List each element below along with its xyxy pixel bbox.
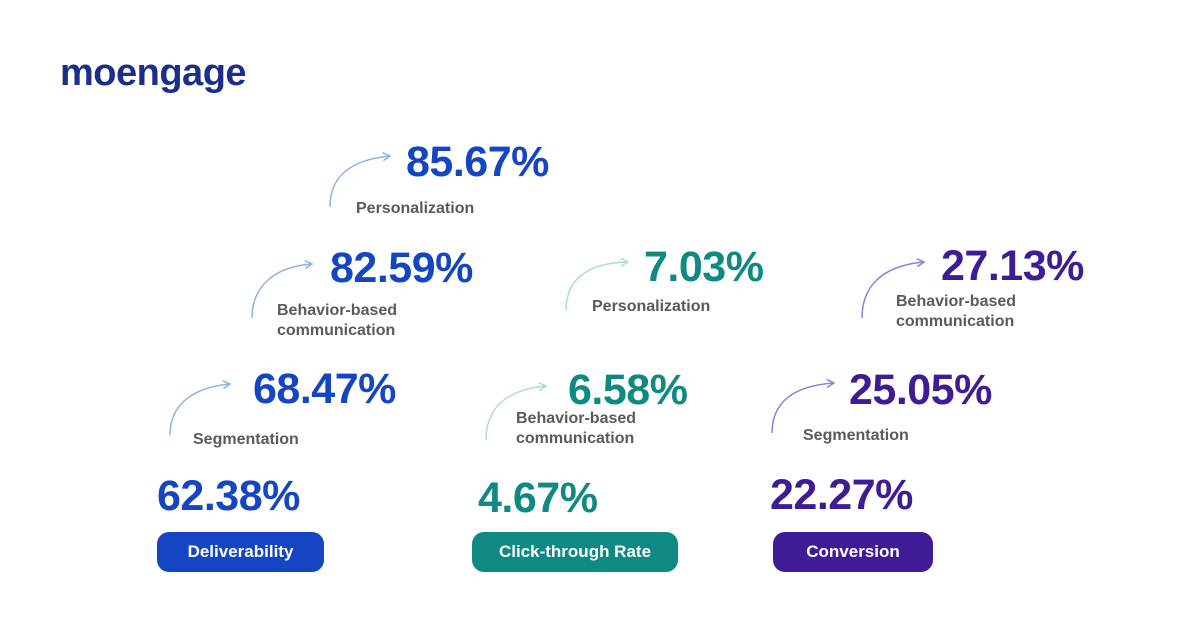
- click-through-rate-badge: Click-through Rate: [472, 532, 678, 572]
- col1-step2-label-line2: communication: [277, 322, 396, 339]
- col1-step1-label: Segmentation: [193, 431, 299, 448]
- col3-step2-label-line2: communication: [896, 313, 1015, 330]
- col3-step1-value: 25.05%: [849, 366, 992, 414]
- col1-step2-label-line1: Behavior-based: [277, 302, 398, 319]
- col3-step2-label-line1: Behavior-based: [896, 293, 1017, 310]
- col3-base-value: 22.27%: [770, 471, 913, 519]
- col2-step2-value: 7.03%: [644, 243, 764, 291]
- col1-step1-value: 68.47%: [253, 365, 396, 413]
- col2-step2-label: Personalization: [592, 298, 711, 315]
- col3-step2-label: Behavior-based communication: [896, 292, 1016, 332]
- moengage-logo: moengage: [60, 52, 247, 94]
- col1-step2-value: 82.59%: [330, 244, 473, 292]
- arrow-icon-col1-step1: [169, 380, 232, 436]
- deliverability-badge: Deliverability: [157, 532, 324, 572]
- col2-step1-label-line1: Behavior-based: [516, 410, 637, 427]
- col1-step2-label: Behavior-based communication: [277, 301, 397, 341]
- col3-step2-value: 27.13%: [941, 242, 1084, 290]
- col3-step1-label: Segmentation: [803, 427, 909, 444]
- col1-step3-label: Personalization: [356, 200, 475, 217]
- col2-step1-value: 6.58%: [568, 366, 688, 414]
- conversion-badge: Conversion: [773, 532, 933, 572]
- col1-step3-value: 85.67%: [406, 138, 549, 186]
- col2-step1-label-line2: communication: [516, 430, 635, 447]
- col1-base-value: 62.38%: [157, 472, 300, 520]
- col2-step1-label: Behavior-based communication: [516, 409, 636, 449]
- col2-base-value: 4.67%: [478, 474, 598, 522]
